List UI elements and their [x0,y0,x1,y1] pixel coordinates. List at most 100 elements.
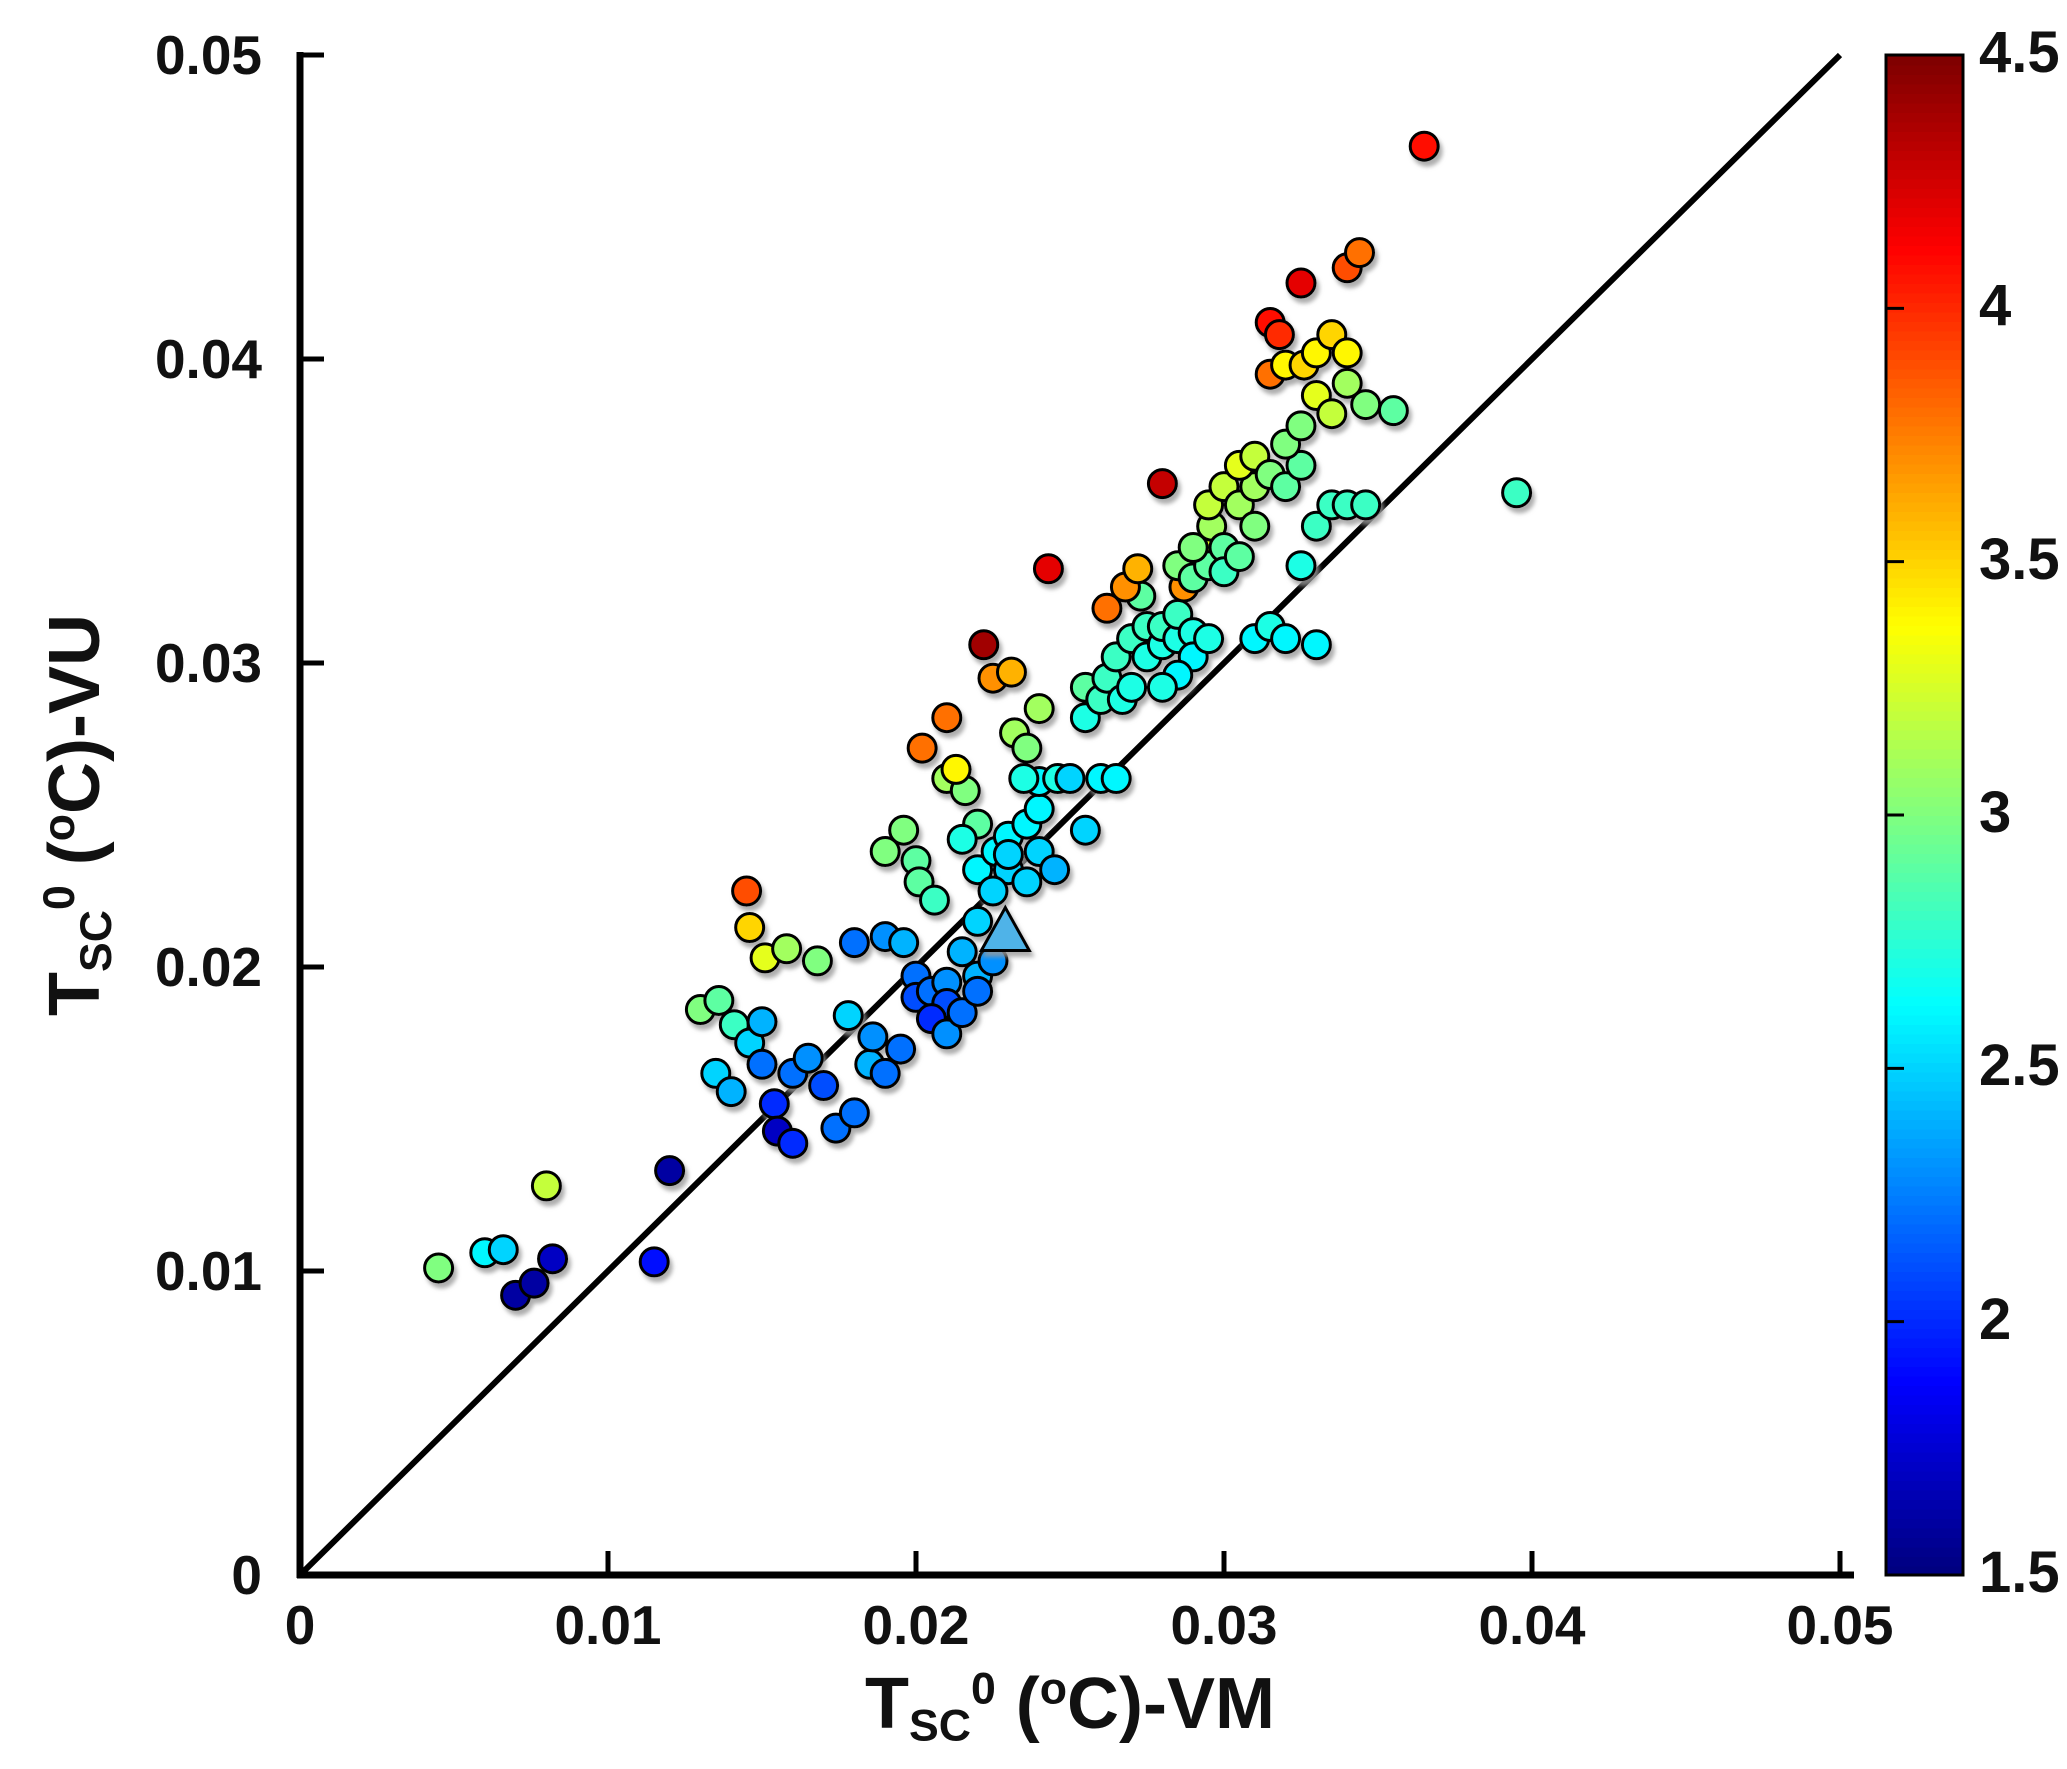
colorbar-segment [1886,520,1963,531]
colorbar-segment [1886,1489,1963,1500]
scatter-point [638,1246,670,1278]
y-tick-label: 0.01 [154,1240,262,1302]
colorbar-segment [1886,815,1963,826]
colorbar-segment [1886,976,1963,987]
x-tick-label: 0.04 [1478,1594,1586,1656]
scatter-point [808,1070,840,1102]
axis-title-segment: o [1039,1664,1068,1714]
colorbar-segment [1886,1176,1963,1187]
colorbar-segment [1886,587,1963,598]
colorbar-segment [1886,995,1963,1006]
scatter-point [977,875,1009,907]
colorbar-segment [1886,786,1963,797]
colorbar-segment [1886,1328,1963,1339]
colorbar-segment [1886,131,1963,142]
colorbar-segment [1886,235,1963,246]
colorbar-segment [1886,112,1963,123]
colorbar-tick-label: 3.5 [1979,526,2060,592]
colorbar-segment [1886,387,1963,398]
colorbar-segment [1886,55,1963,66]
colorbar-segment [1886,1432,1963,1443]
colorbar-segment [1886,767,1963,778]
colorbar-segment [1886,606,1963,617]
scatter-point [931,702,963,734]
colorbar-segment [1886,1356,1963,1367]
scatter-point [1300,629,1332,661]
scatter-point [1408,130,1440,162]
scatter-point [1300,510,1332,542]
y-tick-label: 0.05 [154,24,262,86]
scatter-point [703,984,735,1016]
colorbar-segment [1886,720,1963,731]
colorbar-segment [1886,1128,1963,1139]
axis-title-segment: C)-VM [1067,1664,1276,1744]
colorbar-segment [1886,625,1963,636]
y-tick-label: 0.03 [154,632,262,694]
scatter-point [869,1057,901,1089]
scatter-point [940,753,972,785]
colorbar-segment [1886,511,1963,522]
identity-line [297,52,1843,1578]
scatter-point [968,629,1000,661]
colorbar-segment [1886,577,1963,588]
colorbar-segment [1886,1214,1963,1225]
colorbar-segment [1886,1461,1963,1472]
colorbar-segment [1886,663,1963,674]
scatter-point [1285,550,1317,582]
colorbar-segment [1886,188,1963,199]
colorbar-segment [1886,1052,1963,1063]
colorbar-segment [1886,596,1963,607]
scatter-point [731,875,763,907]
axis-title-segment: o [35,813,85,842]
colorbar-segment [1886,1480,1963,1491]
colorbar-segment [1886,1556,1963,1567]
scatter-point [537,1243,569,1275]
colorbar-segment [1886,549,1963,560]
colorbar-segment [1886,463,1963,474]
colorbar-tick-label: 2 [1979,1286,2012,1352]
colorbar-segment [1886,207,1963,218]
colorbar-segment [1886,1385,1963,1396]
colorbar-segment [1886,1005,1963,1016]
colorbar-segment [1886,568,1963,579]
colorbar-segment [1886,1033,1963,1044]
colorbar-segment [1886,1100,1963,1111]
colorbar-segment [1886,444,1963,455]
x-tick-label: 0.01 [554,1594,662,1656]
axis-title-segment: T [864,1664,909,1744]
colorbar-segment [1886,1537,1963,1548]
scatter-point [746,1006,778,1038]
scatter-point [888,814,920,846]
colorbar-segment [1886,777,1963,788]
colorbar-segment [1886,1147,1963,1158]
scatter-point [1039,854,1071,886]
colorbar-segment [1886,1223,1963,1234]
colorbar-segment [1886,1299,1963,1310]
colorbar-segment [1886,1242,1963,1253]
colorbar-segment [1886,226,1963,237]
colorbar-segment [1886,1442,1963,1453]
colorbar-segment [1886,416,1963,427]
colorbar-segment [1886,1394,1963,1405]
colorbar-segment [1886,368,1963,379]
axis-title-segment: 0 [35,885,85,911]
scatter-point [931,1018,963,1050]
colorbar-segment [1886,1375,1963,1386]
scatter-point [1344,237,1376,269]
colorbar-segment [1886,64,1963,75]
colorbar-segment [1886,900,1963,911]
colorbar-segment [1886,1271,1963,1282]
colorbar-segment [1886,1109,1963,1120]
scatter-point [918,884,950,916]
colorbar-segment [1886,1470,1963,1481]
colorbar-segment [1886,824,1963,835]
colorbar-segment [1886,1261,1963,1272]
scatter-point [857,1021,889,1053]
colorbar-segment [1886,264,1963,275]
colorbar-segment [1886,1423,1963,1434]
colorbar-segment [1886,1508,1963,1519]
colorbar-segment [1886,748,1963,759]
scatter-point [1069,814,1101,846]
